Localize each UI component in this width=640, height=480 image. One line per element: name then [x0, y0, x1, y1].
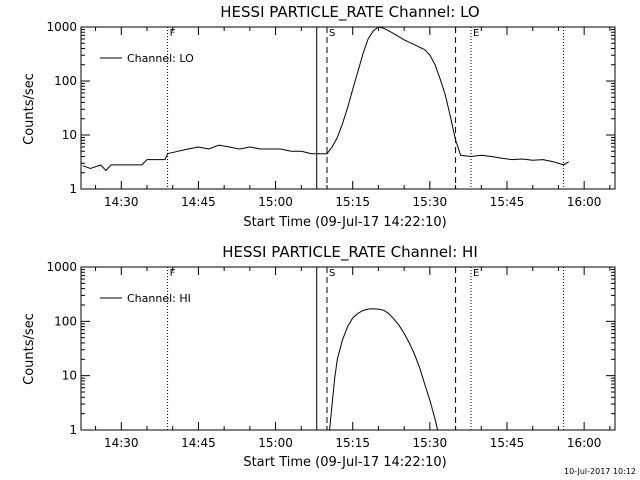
axis-ticks: 14:30 14:45 15:00 15:15 15:30 15:45 16:00 1 10 10… [46, 20, 615, 209]
x-tick-label: 15:30 [413, 195, 448, 209]
axis-ticks: 14:30 14:45 15:00 15:15 15:30 15:45 16:00 1 10 10… [46, 260, 615, 450]
generation-timestamp: 10-Jul-2017 10:12 [564, 467, 636, 476]
x-tick-label: 15:45 [490, 195, 525, 209]
event-marker-label: S [329, 28, 335, 39]
chart-title: HESSI PARTICLE_RATE Channel: HI [222, 243, 478, 262]
legend-label: Channel: HI [127, 292, 191, 305]
x-axis-label: Start Time (09-Jul-17 14:22:10) [243, 215, 446, 230]
x-tick-label: 15:15 [335, 436, 370, 450]
chart-title: HESSI PARTICLE_RATE Channel: LO [220, 3, 479, 22]
y-tick-label: 100 [54, 314, 77, 328]
chart-panel-lo: HESSI PARTICLE_RATE Channel: LO Start Ti… [22, 3, 616, 230]
x-tick-label: 14:45 [181, 195, 216, 209]
chart-panel-hi: HESSI PARTICLE_RATE Channel: HI Start Ti… [22, 243, 616, 470]
plot-frame [80, 266, 616, 431]
plot-frame [80, 26, 616, 190]
x-tick-label: 15:00 [258, 195, 293, 209]
x-tick-label: 15:00 [258, 436, 293, 450]
x-tick-label: 14:45 [181, 436, 216, 450]
y-tick-label: 10 [62, 369, 77, 383]
y-tick-label: 100 [54, 74, 77, 88]
y-tick-label: 1000 [46, 260, 77, 274]
event-marker-label: F [170, 28, 176, 39]
y-axis-label: Counts/sec [22, 313, 37, 385]
x-tick-label: 15:45 [490, 436, 525, 450]
y-tick-label: 10 [62, 128, 77, 142]
y-tick-label: 1 [69, 423, 77, 437]
series-line [82, 26, 569, 172]
x-tick-label: 14:30 [104, 436, 139, 450]
event-marker-label: E [473, 268, 479, 279]
legend: Channel: LO [100, 52, 194, 65]
event-marker-label: S [329, 268, 335, 279]
series-group [329, 308, 439, 431]
event-marker-label: F [170, 268, 176, 279]
x-tick-label: 16:00 [567, 436, 602, 450]
x-tick-label: 15:15 [335, 195, 370, 209]
x-tick-label: 15:30 [413, 436, 448, 450]
x-axis-label: Start Time (09-Jul-17 14:22:10) [243, 455, 446, 470]
legend-label: Channel: LO [127, 52, 194, 65]
x-tick-label: 14:30 [104, 195, 139, 209]
y-tick-label: 1 [69, 182, 77, 196]
series-group [82, 26, 569, 172]
series-line [329, 308, 439, 431]
y-tick-label: 1000 [46, 20, 77, 34]
event-marker-label: E [473, 28, 479, 39]
legend: Channel: HI [100, 292, 191, 305]
x-tick-label: 16:00 [567, 195, 602, 209]
y-axis-label: Counts/sec [22, 73, 37, 145]
